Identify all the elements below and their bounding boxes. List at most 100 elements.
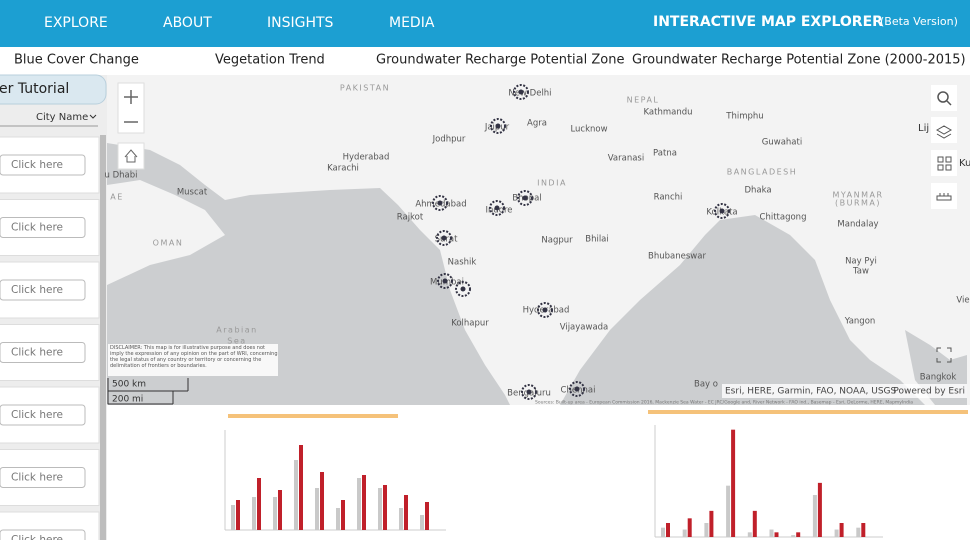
map-label: Ranchi: [654, 193, 683, 203]
bar: [687, 518, 692, 537]
map-label: Nay Pyi: [845, 257, 877, 267]
home-button[interactable]: [117, 142, 145, 170]
click-button[interactable]: [0, 342, 86, 363]
map-label: Karachi: [327, 164, 359, 174]
click-button[interactable]: [0, 154, 86, 176]
city-marker[interactable]: [537, 302, 553, 318]
sort-caret: [89, 114, 97, 119]
click-button[interactable]: [0, 467, 86, 488]
fullscreen-icon[interactable]: [936, 347, 952, 363]
city-marker[interactable]: [489, 200, 505, 216]
click-button[interactable]: [0, 404, 86, 426]
click-text: Click here: [11, 409, 63, 421]
map-label: Kathmandu: [643, 108, 692, 118]
bar: [320, 472, 324, 530]
bar: [273, 497, 277, 530]
bar: [747, 532, 752, 537]
grid-icon: [937, 156, 952, 171]
bar: [682, 529, 687, 537]
map-label: Bhilai: [585, 235, 609, 245]
bar: [726, 485, 731, 537]
map-tools: [931, 85, 957, 363]
city-marker[interactable]: [490, 118, 506, 134]
city-marker[interactable]: [569, 381, 585, 397]
city-marker[interactable]: [432, 195, 448, 211]
scale-km: 500 km: [112, 380, 146, 390]
search-button[interactable]: [931, 85, 957, 111]
attribution: Esri, HERE, Garmin, FAO, NOAA, USGS: [725, 387, 897, 397]
bar: [378, 488, 382, 530]
nav-item[interactable]: EXPLORE: [44, 15, 108, 31]
map-label: Yangon: [844, 317, 876, 327]
bar: [404, 495, 408, 530]
city-marker[interactable]: [513, 84, 529, 100]
nav-item[interactable]: INSIGHTS: [267, 15, 334, 31]
bar: [704, 523, 709, 537]
grid-button[interactable]: [931, 150, 957, 176]
map-label: Rajkot: [397, 213, 424, 223]
sort-label[interactable]: City Name: [36, 112, 88, 123]
map-label: OMAN: [153, 239, 184, 248]
map-label: Surat: [435, 235, 458, 245]
map-label: Lucknow: [570, 125, 607, 135]
tutorial-text: er Tutorial: [0, 81, 69, 97]
nav-item[interactable]: MEDIA: [389, 15, 435, 31]
tab[interactable]: Vegetation Trend: [215, 53, 325, 68]
map-label: NEPAL: [627, 96, 660, 105]
city-marker[interactable]: [455, 281, 471, 297]
bar: [666, 523, 670, 537]
map-label: Nagpur: [541, 236, 573, 246]
attribution-bar: [722, 384, 967, 398]
tab[interactable]: Groundwater Recharge Potential Zone (200…: [632, 53, 966, 68]
nav-item[interactable]: ABOUT: [163, 15, 212, 31]
map-label: u Dhabi: [105, 171, 138, 181]
layers-button[interactable]: [931, 117, 957, 143]
nav-bar: [0, 0, 970, 47]
map-label: BANGLADESH: [727, 168, 798, 177]
measure-icon: [936, 193, 952, 201]
scale-mi: 200 mi: [112, 395, 143, 405]
zoom-icons[interactable]: [124, 90, 138, 123]
city-marker[interactable]: [517, 190, 533, 206]
city-marker-core: [526, 389, 532, 395]
bar: [856, 527, 861, 537]
search-icon: [937, 91, 949, 103]
city-marker[interactable]: [436, 230, 452, 246]
bar: [661, 527, 665, 537]
click-button[interactable]: [0, 217, 86, 238]
city-marker-core: [719, 208, 725, 214]
tab-bar: [0, 47, 970, 75]
bar: [796, 532, 801, 537]
map-label: Varanasi: [608, 154, 644, 164]
map-label: (BURMA): [835, 199, 881, 208]
bar: [420, 515, 424, 530]
city-marker[interactable]: [437, 273, 453, 289]
scale-bar: [107, 378, 189, 405]
bar: [257, 478, 261, 530]
bar: [294, 460, 298, 530]
click-button[interactable]: [0, 279, 86, 301]
bar: [336, 508, 340, 530]
bar: [774, 532, 779, 537]
bar: [812, 495, 817, 537]
city-marker-core: [442, 278, 448, 284]
bar: [839, 523, 844, 537]
bar: [399, 508, 403, 530]
city-marker-core: [542, 307, 548, 313]
bar: [709, 510, 714, 537]
click-text: Click here: [11, 347, 63, 359]
map-label: Jodhpur: [432, 135, 466, 145]
map-label: Arabian: [216, 326, 257, 335]
map-label: New Delhi: [508, 89, 551, 99]
map-label: Patna: [653, 149, 677, 159]
tutorial-button[interactable]: [0, 74, 107, 105]
tab[interactable]: Blue Cover Change: [14, 53, 139, 68]
city-marker[interactable]: [521, 384, 537, 400]
home-icon: [124, 149, 138, 163]
disclaimer-wrap: DISCLAIMER: This map is for illustrative…: [110, 345, 278, 369]
map-label: Bangkok: [920, 373, 957, 383]
tab[interactable]: Groundwater Recharge Potential Zone: [376, 53, 624, 68]
map-label: INDIA: [537, 179, 567, 188]
powered-by[interactable]: Powered by Esri: [893, 387, 965, 397]
city-marker[interactable]: [714, 203, 730, 219]
